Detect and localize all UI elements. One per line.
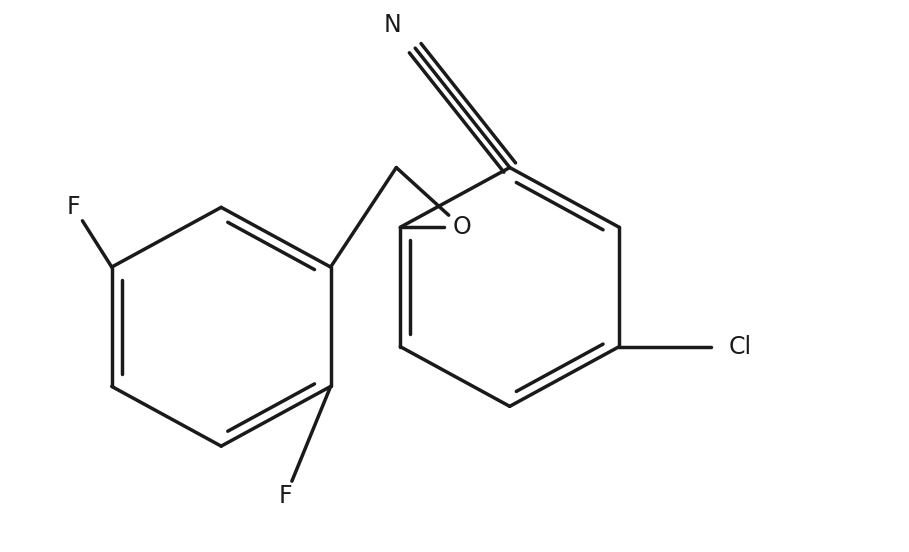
Text: O: O [453, 215, 472, 239]
Text: Cl: Cl [729, 335, 752, 359]
Text: F: F [67, 195, 81, 219]
Text: N: N [384, 13, 401, 38]
Text: F: F [279, 484, 293, 508]
